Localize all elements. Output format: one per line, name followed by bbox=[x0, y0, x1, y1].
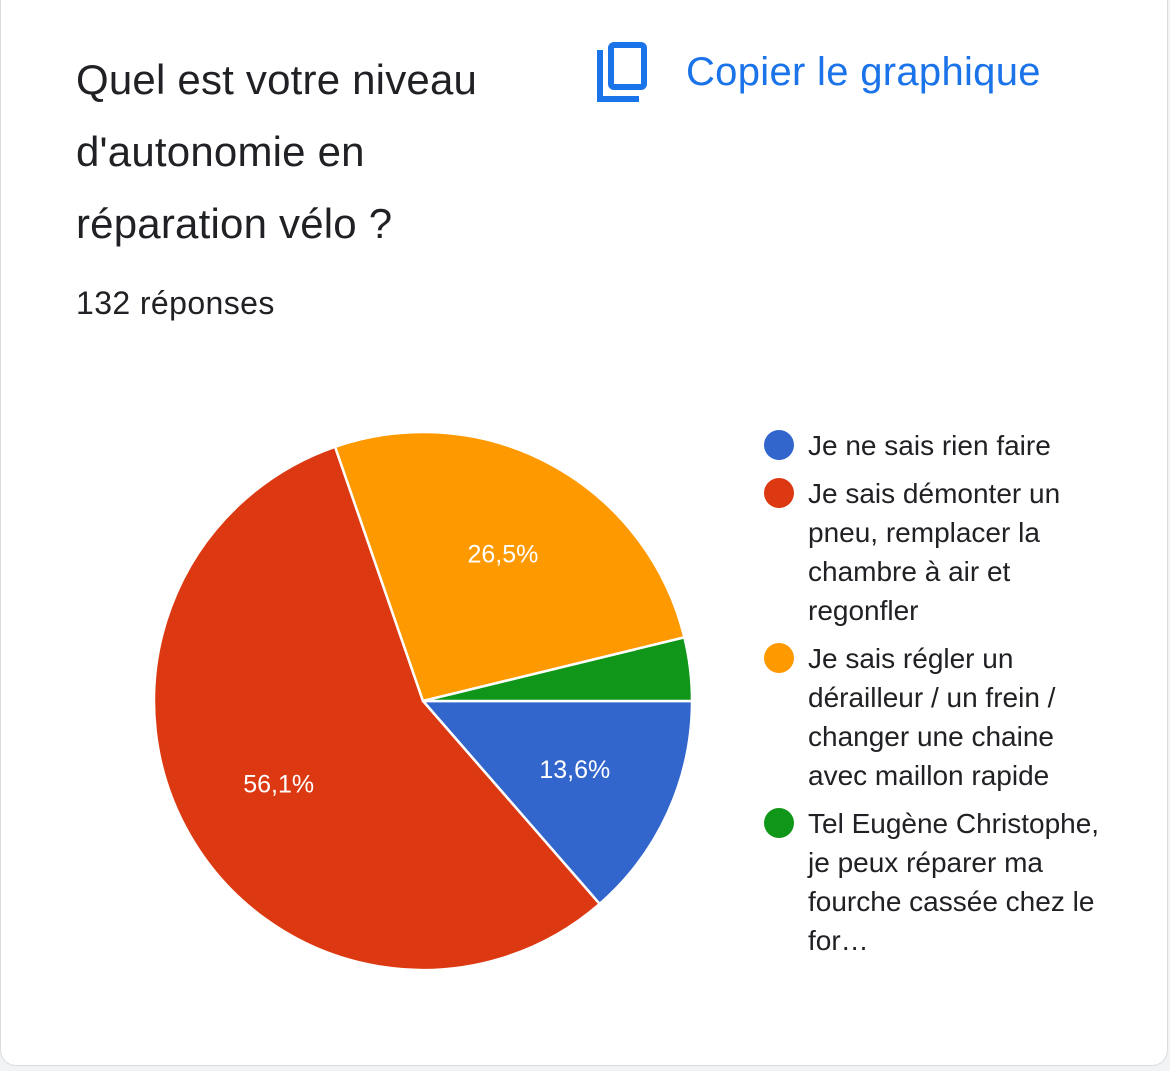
legend-label-2: Je sais démonter un pneu, remplacer la c… bbox=[808, 478, 1061, 626]
legend-item-4: Tel Eugène Christophe, je peux réparer m… bbox=[764, 804, 1104, 960]
legend-label-1: Je ne sais rien faire bbox=[808, 430, 1051, 461]
pie-slice-label-3: 26,5% bbox=[467, 541, 538, 569]
legend-label-4: Tel Eugène Christophe, je peux réparer m… bbox=[808, 808, 1100, 956]
chart-legend: Je ne sais rien faire Je sais démonter un… bbox=[764, 426, 1104, 969]
legend-swatch-4 bbox=[764, 808, 794, 838]
legend-swatch-3 bbox=[764, 643, 794, 673]
legend-swatch-1 bbox=[764, 430, 794, 460]
pie-slice-1 bbox=[421, 699, 694, 906]
pie-slice-3 bbox=[333, 430, 686, 703]
content-copy-icon bbox=[597, 42, 647, 102]
legend-item-1: Je ne sais rien faire bbox=[764, 426, 1104, 465]
legend-label-3: Je sais régler un dérailleur / un frein … bbox=[808, 643, 1056, 791]
copy-chart-label: Copier le graphique bbox=[686, 49, 1041, 94]
legend-item-2: Je sais démonter un pneu, remplacer la c… bbox=[764, 474, 1104, 630]
response-count: 132 réponses bbox=[76, 285, 275, 321]
legend-item-3: Je sais régler un dérailleur / un frein … bbox=[764, 639, 1104, 795]
pie-slice-2 bbox=[152, 445, 601, 972]
copy-chart-button[interactable]: Copier le graphique bbox=[594, 40, 1041, 104]
legend-swatch-2 bbox=[764, 478, 794, 508]
pie-slice-4 bbox=[421, 636, 694, 703]
pie-slice-label-1: 13,6% bbox=[539, 756, 610, 784]
pie-slice-label-2: 56,1% bbox=[243, 771, 314, 799]
chart-title: Quel est votre niveau d'autonomie en rép… bbox=[76, 56, 478, 247]
